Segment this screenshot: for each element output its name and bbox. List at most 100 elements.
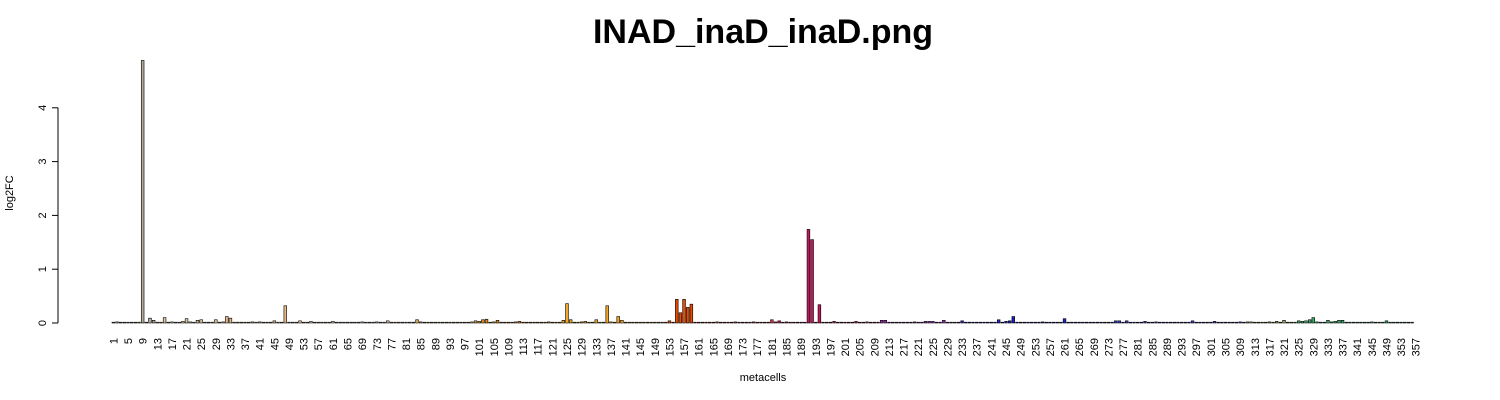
bar-metacell-222 — [920, 321, 924, 324]
bar-metacell-196 — [825, 321, 829, 324]
bar-metacell-233 — [960, 320, 964, 324]
bar-metacell-175 — [748, 321, 752, 324]
bar-metacell-298 — [1198, 321, 1202, 324]
bar-metacell-199 — [836, 321, 840, 324]
bar-metacell-117 — [536, 321, 540, 324]
x-tick-label: 25 — [196, 338, 208, 350]
x-tick-label: 65 — [343, 338, 355, 350]
bar-metacell-160 — [693, 321, 697, 324]
bar-metacell-294 — [1183, 321, 1187, 324]
bar-metacell-349 — [1384, 320, 1389, 324]
bar-metacell-31 — [221, 321, 225, 324]
bar-metacell-285 — [1150, 321, 1155, 324]
bar-metacell-65 — [345, 321, 350, 324]
bar-metacell-60 — [327, 321, 331, 324]
bar-metacell-40 — [254, 321, 258, 324]
bar-metacell-292 — [1176, 321, 1180, 324]
x-tick-label: 109 — [503, 338, 515, 356]
bar-metacell-89 — [433, 321, 437, 324]
bar-metacell-98 — [466, 321, 470, 324]
bar-metacell-324 — [1293, 321, 1297, 324]
bar-metacell-313 — [1253, 321, 1257, 324]
bar-metacell-227 — [938, 321, 942, 324]
bar-metacell-174 — [744, 321, 748, 324]
bar-metacell-13 — [155, 321, 159, 324]
bar-metacell-305 — [1223, 321, 1228, 324]
bar-metacell-144 — [634, 321, 639, 324]
bar-metacell-247 — [1011, 316, 1015, 324]
bar-metacell-21 — [184, 318, 189, 324]
bar-metacell-295 — [1187, 321, 1191, 324]
x-axis: 1 5 9 13 17 21 25 29 33 37 41 45 49 53 57 61 65 69 73 77 81 8… — [108, 338, 1422, 356]
bar-metacell-131 — [587, 321, 591, 324]
x-tick-label: 201 — [840, 338, 852, 356]
bar-metacell-3 — [119, 321, 123, 324]
x-tick-label: 169 — [723, 338, 735, 356]
bar-metacell-169 — [726, 321, 730, 324]
bar-metacell-147 — [645, 321, 650, 324]
bar-metacell-45 — [272, 320, 277, 324]
bar-metacell-230 — [949, 321, 953, 324]
bar-metacell-237 — [975, 321, 979, 324]
bar-metacell-257 — [1048, 321, 1052, 324]
x-tick-label: 261 — [1060, 338, 1072, 356]
bar-metacell-317 — [1267, 321, 1272, 324]
bar-metacell-83 — [411, 321, 416, 324]
bar-metacell-124 — [561, 320, 566, 324]
bar-metacell-104 — [488, 321, 492, 324]
bar-metacell-110 — [510, 321, 514, 324]
x-tick-label: 345 — [1367, 338, 1379, 356]
bar-metacell-287 — [1157, 321, 1162, 324]
bar-metacell-176 — [751, 321, 756, 324]
bar-metacell-10 — [144, 321, 148, 324]
x-tick-label: 205 — [855, 338, 867, 356]
bar-metacell-316 — [1264, 321, 1268, 324]
bar-metacell-347 — [1377, 321, 1381, 324]
bar-metacell-252 — [1029, 321, 1034, 324]
bar-metacell-207 — [865, 321, 869, 324]
bar-metacell-194 — [817, 304, 822, 324]
bar-metacell-223 — [923, 321, 928, 324]
bar-metacell-165 — [711, 321, 716, 324]
bar-metacell-7 — [133, 321, 138, 324]
bar-metacell-105 — [492, 321, 496, 324]
bar-metacell-333 — [1326, 320, 1330, 324]
bar-metacell-297 — [1194, 321, 1198, 324]
bar-metacell-26 — [203, 321, 207, 324]
bar-metacell-309 — [1238, 321, 1242, 324]
bar-metacell-248 — [1015, 321, 1019, 324]
x-tick-label: 9 — [138, 338, 150, 344]
x-tick-label: 309 — [1235, 338, 1247, 356]
bar-metacell-81 — [404, 321, 408, 324]
bar-metacell-44 — [269, 321, 273, 324]
bar-metacell-140 — [620, 320, 624, 324]
x-tick-label: 41 — [255, 338, 267, 350]
bar-metacell-190 — [803, 321, 807, 324]
bar-metacell-205 — [857, 321, 862, 324]
bar-metacell-59 — [323, 321, 328, 324]
bar-metacell-318 — [1271, 321, 1275, 324]
bar-metacell-2 — [115, 321, 119, 324]
bar-metacell-251 — [1026, 321, 1030, 324]
x-tick-label: 225 — [928, 338, 940, 356]
bar-metacell-136 — [605, 305, 609, 324]
x-tick-label: 61 — [328, 338, 340, 350]
bar-metacell-343 — [1362, 321, 1367, 324]
bar-metacell-323 — [1289, 321, 1294, 324]
x-tick-label: 85 — [416, 338, 428, 350]
bar-metacell-283 — [1143, 321, 1147, 324]
x-tick-label: 317 — [1264, 338, 1276, 356]
bar-metacell-338 — [1344, 321, 1348, 324]
bar-metacell-121 — [550, 321, 555, 324]
bar-metacell-108 — [503, 321, 507, 324]
x-tick-label: 213 — [884, 338, 896, 356]
bar-metacell-208 — [868, 321, 873, 324]
bar-metacell-245 — [1004, 321, 1008, 324]
bar-metacell-159 — [689, 303, 694, 324]
bar-metacell-22 — [188, 321, 192, 324]
bar-metacell-49 — [287, 321, 291, 324]
x-tick-label: 265 — [1074, 338, 1086, 356]
x-tick-label: 93 — [445, 338, 457, 350]
y-tick-label: 1 — [37, 266, 49, 272]
